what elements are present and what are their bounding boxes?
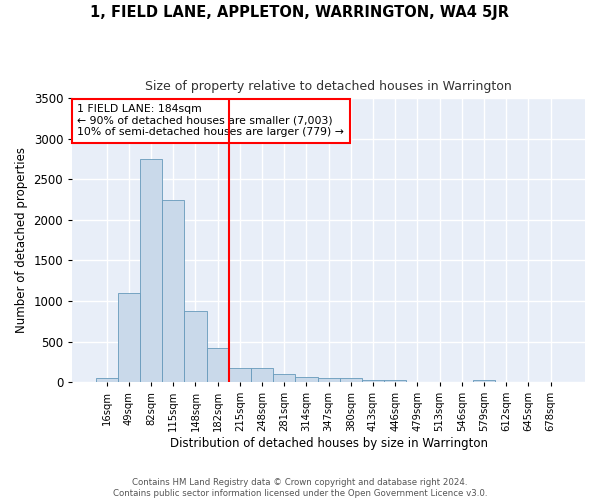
Bar xyxy=(206,348,229,382)
X-axis label: Distribution of detached houses by size in Warrington: Distribution of detached houses by size … xyxy=(170,437,488,450)
Bar xyxy=(273,374,295,382)
Bar xyxy=(95,378,118,382)
Text: 1 FIELD LANE: 184sqm
← 90% of detached houses are smaller (7,003)
10% of semi-de: 1 FIELD LANE: 184sqm ← 90% of detached h… xyxy=(77,104,344,137)
Bar xyxy=(384,380,406,382)
Bar xyxy=(162,200,184,382)
Text: Contains HM Land Registry data © Crown copyright and database right 2024.
Contai: Contains HM Land Registry data © Crown c… xyxy=(113,478,487,498)
Bar xyxy=(184,310,206,382)
Bar xyxy=(340,378,362,382)
Bar xyxy=(251,368,273,382)
Title: Size of property relative to detached houses in Warrington: Size of property relative to detached ho… xyxy=(145,80,512,93)
Y-axis label: Number of detached properties: Number of detached properties xyxy=(15,147,28,333)
Bar xyxy=(362,380,384,382)
Bar xyxy=(317,378,340,382)
Bar xyxy=(118,293,140,382)
Bar xyxy=(229,368,251,382)
Text: 1, FIELD LANE, APPLETON, WARRINGTON, WA4 5JR: 1, FIELD LANE, APPLETON, WARRINGTON, WA4… xyxy=(91,5,509,20)
Bar xyxy=(295,377,317,382)
Bar xyxy=(473,380,495,382)
Bar xyxy=(140,159,162,382)
